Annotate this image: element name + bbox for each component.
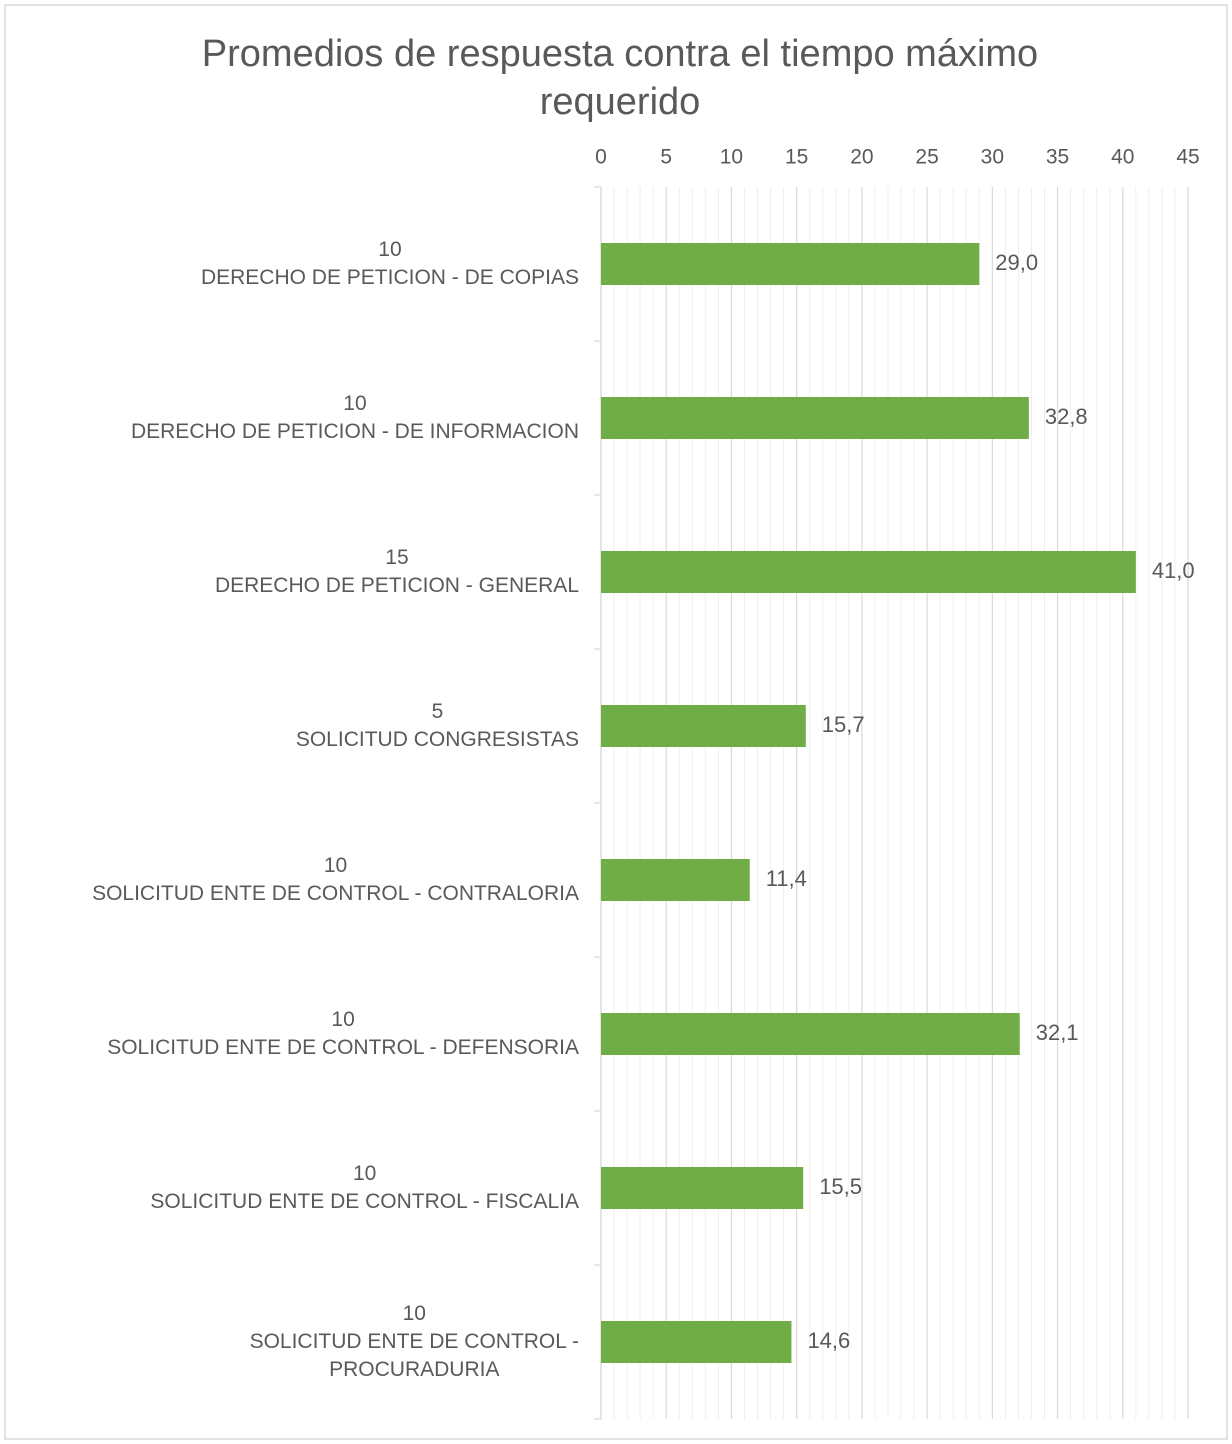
data-label: 15,5: [819, 1174, 862, 1199]
y-tick-label: 10 SOLICITUD ENTE DE CONTROL - CONTRALOR…: [92, 854, 579, 905]
data-label: 32,1: [1036, 1020, 1079, 1045]
chart-title: Promedios de respuesta contra el tiempo …: [201, 33, 1039, 123]
bar: [601, 1013, 1020, 1055]
bar: [601, 1167, 804, 1209]
data-label: 32,8: [1045, 404, 1088, 429]
x-tick-label: 10: [720, 146, 743, 169]
x-tick-label: 30: [981, 146, 1004, 169]
bar: [601, 705, 806, 747]
x-tick-label: 15: [785, 146, 808, 169]
data-label: 15,7: [822, 712, 865, 737]
data-label: 11,4: [766, 866, 807, 891]
x-tick-label: 20: [850, 146, 873, 169]
x-tick-label: 25: [915, 146, 938, 169]
bar: [601, 1321, 792, 1363]
y-tick-label: 10 SOLICITUD ENTE DE CONTROL - PROCURADU…: [249, 1302, 579, 1381]
x-tick-label: 35: [1046, 146, 1069, 169]
data-label: 41,0: [1152, 558, 1195, 583]
y-tick-label: 10 SOLICITUD ENTE DE CONTROL - FISCALIA: [150, 1162, 579, 1213]
bar: [601, 243, 980, 285]
x-tick-label: 40: [1111, 146, 1134, 169]
y-tick-label: 5 SOLICITUD CONGRESISTAS: [295, 700, 579, 751]
data-label: 14,6: [807, 1328, 850, 1353]
y-tick-label: 15 DERECHO DE PETICION - GENERAL: [214, 546, 579, 597]
data-label: 29,0: [995, 250, 1038, 275]
x-tick-label: 0: [595, 146, 607, 169]
y-tick-label: 10 DERECHO DE PETICION - DE COPIAS: [200, 238, 579, 289]
frame: [4, 4, 1228, 1440]
bar: [601, 859, 750, 901]
x-tick-label: 5: [660, 146, 672, 169]
y-tick-label: 10 SOLICITUD ENTE DE CONTROL - DEFENSORI…: [107, 1008, 579, 1059]
x-tick-label: 45: [1176, 146, 1199, 169]
y-tick-label: 10 DERECHO DE PETICION - DE INFORMACION: [130, 392, 579, 443]
bar: [601, 551, 1136, 593]
bar: [601, 397, 1029, 439]
